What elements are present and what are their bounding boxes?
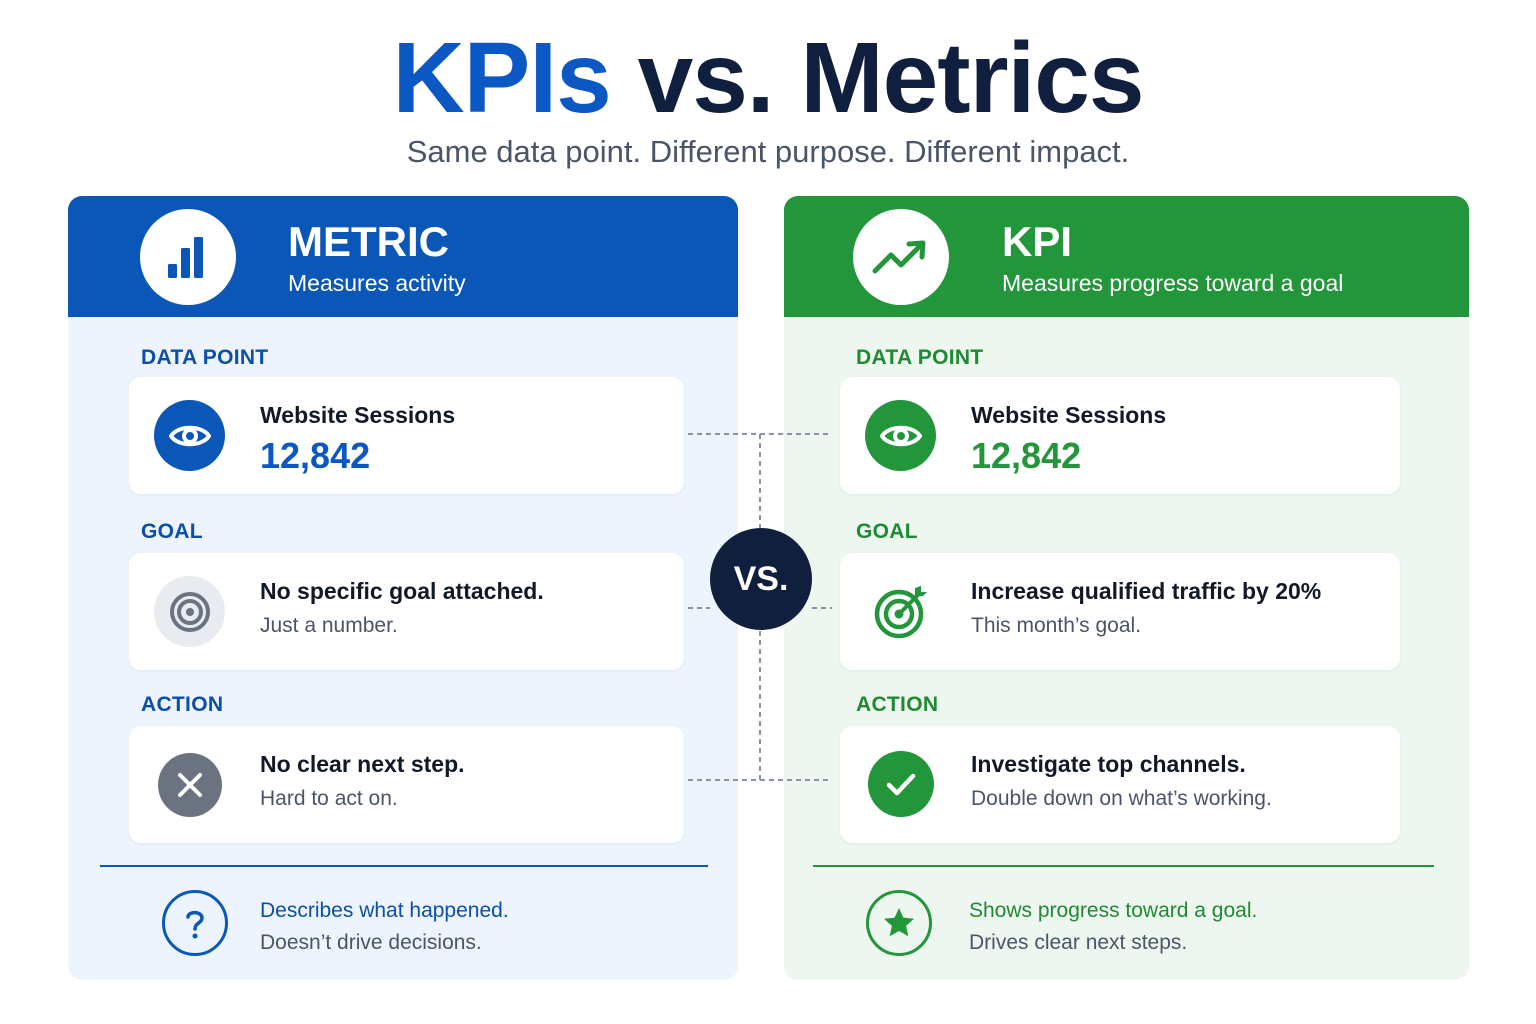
eye-icon bbox=[865, 400, 936, 471]
metric-action-card: No clear next step. Hard to act on. bbox=[129, 726, 684, 843]
title-kpis: KPIs bbox=[392, 22, 611, 134]
title-rest: vs. Metrics bbox=[637, 22, 1145, 134]
kpi-goal-title: Increase qualified traffic by 20% bbox=[971, 578, 1322, 604]
metric-data-point-card: Website Sessions 12,842 bbox=[129, 377, 684, 494]
kpi-action-title: Investigate top channels. bbox=[971, 751, 1246, 777]
x-icon bbox=[158, 753, 222, 817]
kpi-goal-card: Increase qualified traffic by 20% This m… bbox=[840, 553, 1400, 670]
kpi-goal-label: GOAL bbox=[856, 520, 918, 543]
eye-icon bbox=[154, 400, 225, 471]
kpi-data-point-title: Website Sessions bbox=[971, 402, 1167, 428]
metric-title: METRIC bbox=[288, 218, 449, 265]
metric-subtitle: Measures activity bbox=[288, 270, 466, 296]
metric-data-point-label: DATA POINT bbox=[141, 346, 269, 369]
page-subtitle: Same data point. Different purpose. Diff… bbox=[406, 134, 1130, 169]
metric-footer-title: Describes what happened. bbox=[260, 899, 509, 922]
question-icon bbox=[162, 890, 228, 956]
star-icon bbox=[866, 890, 932, 956]
kpi-data-point-value: 12,842 bbox=[971, 435, 1082, 476]
check-icon bbox=[868, 751, 934, 817]
bar-chart-icon bbox=[140, 209, 236, 305]
target-arrow-icon bbox=[865, 576, 936, 647]
vs-badge: VS. bbox=[710, 528, 812, 630]
kpi-data-point-card: Website Sessions 12,842 bbox=[840, 377, 1400, 494]
metric-data-point-title: Website Sessions bbox=[260, 402, 456, 428]
metric-data-point-value: 12,842 bbox=[260, 435, 371, 476]
metric-action-title: No clear next step. bbox=[260, 751, 465, 777]
trend-up-icon bbox=[853, 209, 949, 305]
target-icon bbox=[154, 576, 225, 647]
page-title: KPIs vs. Metrics bbox=[0, 22, 1536, 134]
metric-action-label: ACTION bbox=[141, 693, 224, 716]
kpi-action-label: ACTION bbox=[856, 693, 939, 716]
metric-action-sub: Hard to act on. bbox=[260, 787, 398, 810]
kpi-goal-sub: This month’s goal. bbox=[971, 614, 1142, 637]
metric-panel: METRIC Measures activity DATA POINT Webs… bbox=[68, 196, 738, 980]
kpi-divider bbox=[813, 865, 1434, 867]
metric-footer-sub: Doesn’t drive decisions. bbox=[260, 931, 482, 954]
metric-goal-title: No specific goal attached. bbox=[260, 578, 544, 604]
kpi-action-card: Investigate top channels. Double down on… bbox=[840, 726, 1400, 843]
metric-divider bbox=[100, 865, 708, 867]
metric-goal-label: GOAL bbox=[141, 520, 203, 543]
kpi-header: KPI Measures progress toward a goal bbox=[784, 196, 1469, 317]
kpi-data-point-label: DATA POINT bbox=[856, 346, 984, 369]
metric-header: METRIC Measures activity bbox=[68, 196, 738, 317]
kpi-subtitle: Measures progress toward a goal bbox=[1002, 270, 1344, 296]
kpi-footer-title: Shows progress toward a goal. bbox=[969, 899, 1258, 922]
metric-goal-sub: Just a number. bbox=[260, 614, 398, 637]
metric-goal-card: No specific goal attached. Just a number… bbox=[129, 553, 684, 670]
kpi-panel: KPI Measures progress toward a goal DATA… bbox=[784, 196, 1469, 980]
kpi-action-sub: Double down on what’s working. bbox=[971, 787, 1272, 810]
kpi-footer-sub: Drives clear next steps. bbox=[969, 931, 1188, 954]
kpi-title: KPI bbox=[1002, 218, 1073, 265]
